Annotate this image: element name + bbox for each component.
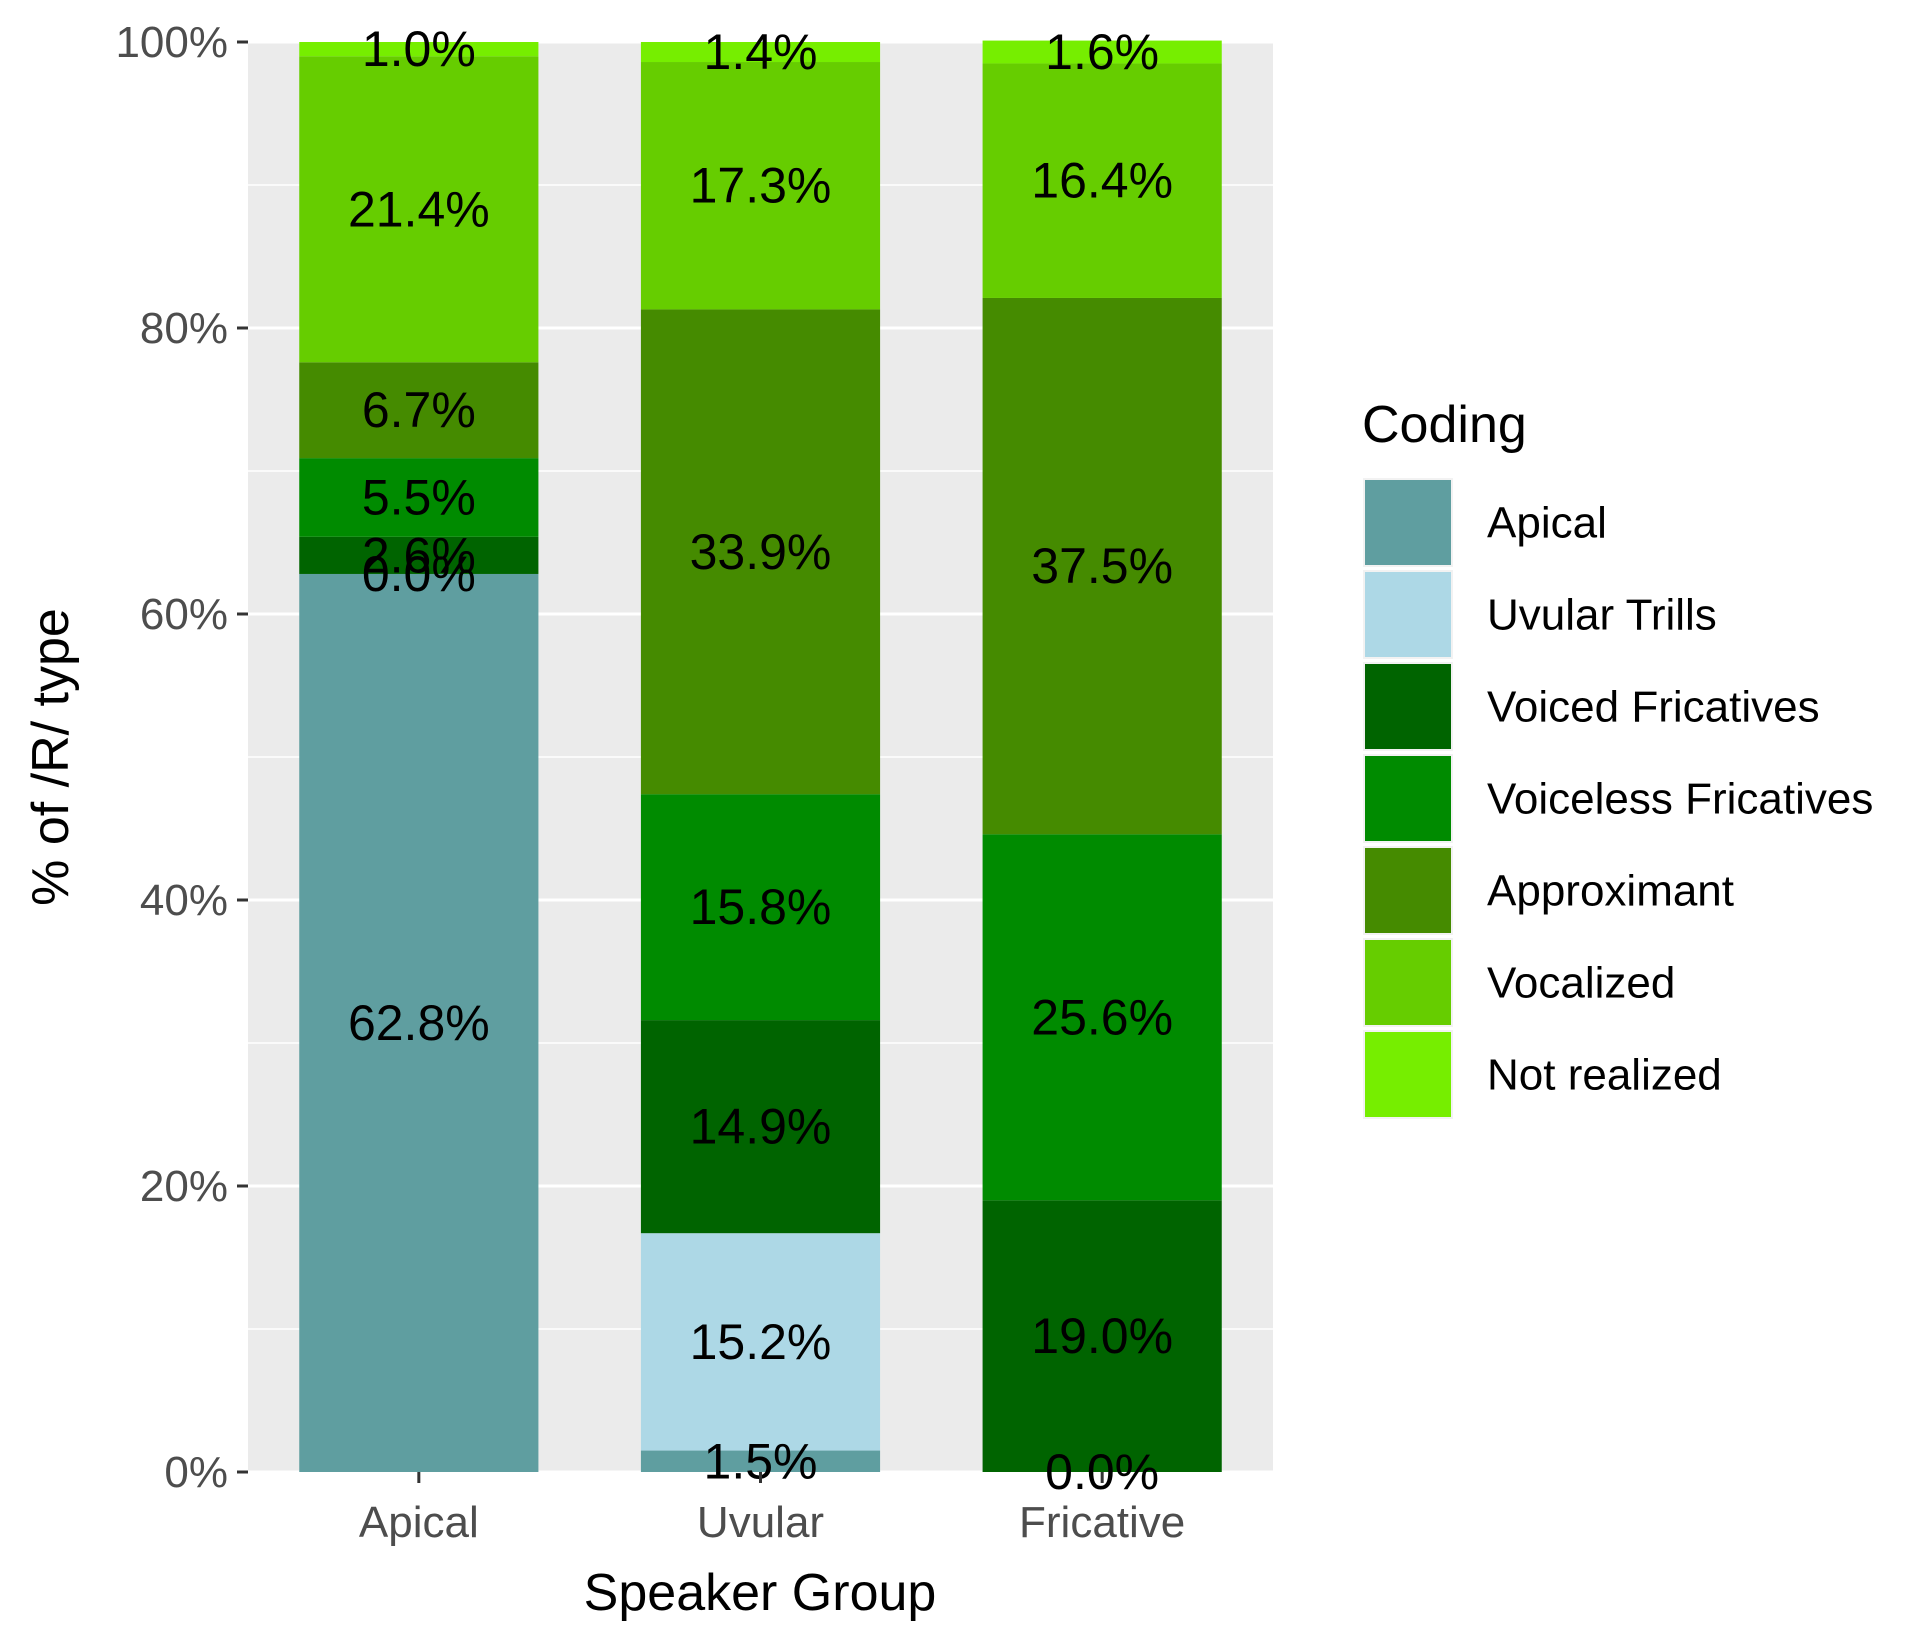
y-tick-label: 0% — [164, 1448, 228, 1497]
legend-label: Uvular Trills — [1487, 591, 1717, 640]
legend-label: Voiceless Fricatives — [1487, 775, 1873, 824]
legend-swatch — [1365, 940, 1451, 1025]
bar-data-label: 6.7% — [362, 382, 476, 438]
bar-segment — [299, 458, 539, 537]
bar-data-label: 15.8% — [690, 879, 832, 935]
bar-data-label: 33.9% — [690, 524, 832, 580]
legend-label: Approximant — [1487, 867, 1734, 916]
bar-segment — [640, 794, 881, 1021]
bar-data-label: 14.9% — [690, 1099, 832, 1155]
legend-title: Coding — [1362, 396, 1527, 454]
bar-data-label: 5.5% — [362, 469, 476, 525]
bars — [299, 40, 1222, 1472]
bar-data-label: 1.4% — [704, 24, 818, 80]
legend-swatch — [1365, 756, 1451, 841]
bar-data-label: 1.6% — [1045, 24, 1159, 80]
x-tick-label: Uvular — [697, 1498, 824, 1547]
bar-segment — [640, 42, 881, 63]
bar-segment — [299, 362, 539, 459]
x-tick-label: Apical — [359, 1498, 479, 1547]
bar-data-label: 19.0% — [1031, 1308, 1173, 1364]
bar-segment — [640, 1450, 881, 1472]
bar-data-label: 0.0% — [362, 546, 476, 602]
bar-segment — [299, 573, 539, 1472]
legend-swatch — [1365, 1032, 1451, 1117]
x-axis: Apical Uvular Fricative — [359, 1472, 1185, 1547]
bar-data-label: 1.0% — [362, 21, 476, 77]
bar-data-label: 62.8% — [348, 995, 490, 1051]
x-tick-label: Fricative — [1019, 1498, 1185, 1547]
bar-segment — [640, 1233, 881, 1451]
bar-data-label: 17.3% — [690, 158, 832, 214]
bar-data-label: 16.4% — [1031, 153, 1173, 209]
bar-segment — [299, 42, 539, 57]
legend-swatch — [1365, 480, 1451, 565]
y-tick-label: 100% — [115, 18, 228, 67]
bar-data-label: 21.4% — [348, 181, 490, 237]
y-axis: 0% 20% 40% 60% 80% 100% — [115, 18, 248, 1497]
legend-label: Voiced Fricatives — [1487, 683, 1820, 732]
y-tick-label: 40% — [140, 876, 228, 925]
bar-segment — [982, 63, 1222, 298]
legend-label: Not realized — [1487, 1051, 1722, 1100]
legend-swatch — [1365, 664, 1451, 749]
legend-label: Apical — [1487, 499, 1607, 548]
bar-segment — [640, 1020, 881, 1234]
legend-swatch — [1365, 572, 1451, 657]
bar-data-label: 2.6% — [362, 527, 476, 583]
bar-labels: 62.8%0.0%2.6%5.5%6.7%21.4%1.0%1.5%15.2%1… — [348, 21, 1173, 1500]
bar-segment — [299, 56, 539, 363]
bar-segment — [982, 1200, 1222, 1472]
bar-data-label: 15.2% — [690, 1314, 832, 1370]
bar-segment — [640, 309, 881, 795]
y-axis-title: % of /R/ type — [22, 608, 80, 906]
legend: Coding Apical Uvular Trills Voiced Fricati… — [1362, 396, 1873, 1119]
bar-segment — [299, 536, 539, 574]
y-tick-label: 60% — [140, 590, 228, 639]
y-tick-label: 20% — [140, 1162, 228, 1211]
legend-label: Vocalized — [1487, 959, 1675, 1008]
bar-data-label: 25.6% — [1031, 989, 1173, 1045]
bar-segment — [982, 297, 1222, 835]
y-tick-label: 80% — [140, 304, 228, 353]
bar-segment — [982, 834, 1222, 1201]
bar-segment — [640, 62, 881, 310]
bar-data-label: 37.5% — [1031, 538, 1173, 594]
bar-segment — [982, 40, 1222, 64]
legend-swatch — [1365, 848, 1451, 933]
x-axis-title: Speaker Group — [584, 1564, 937, 1622]
